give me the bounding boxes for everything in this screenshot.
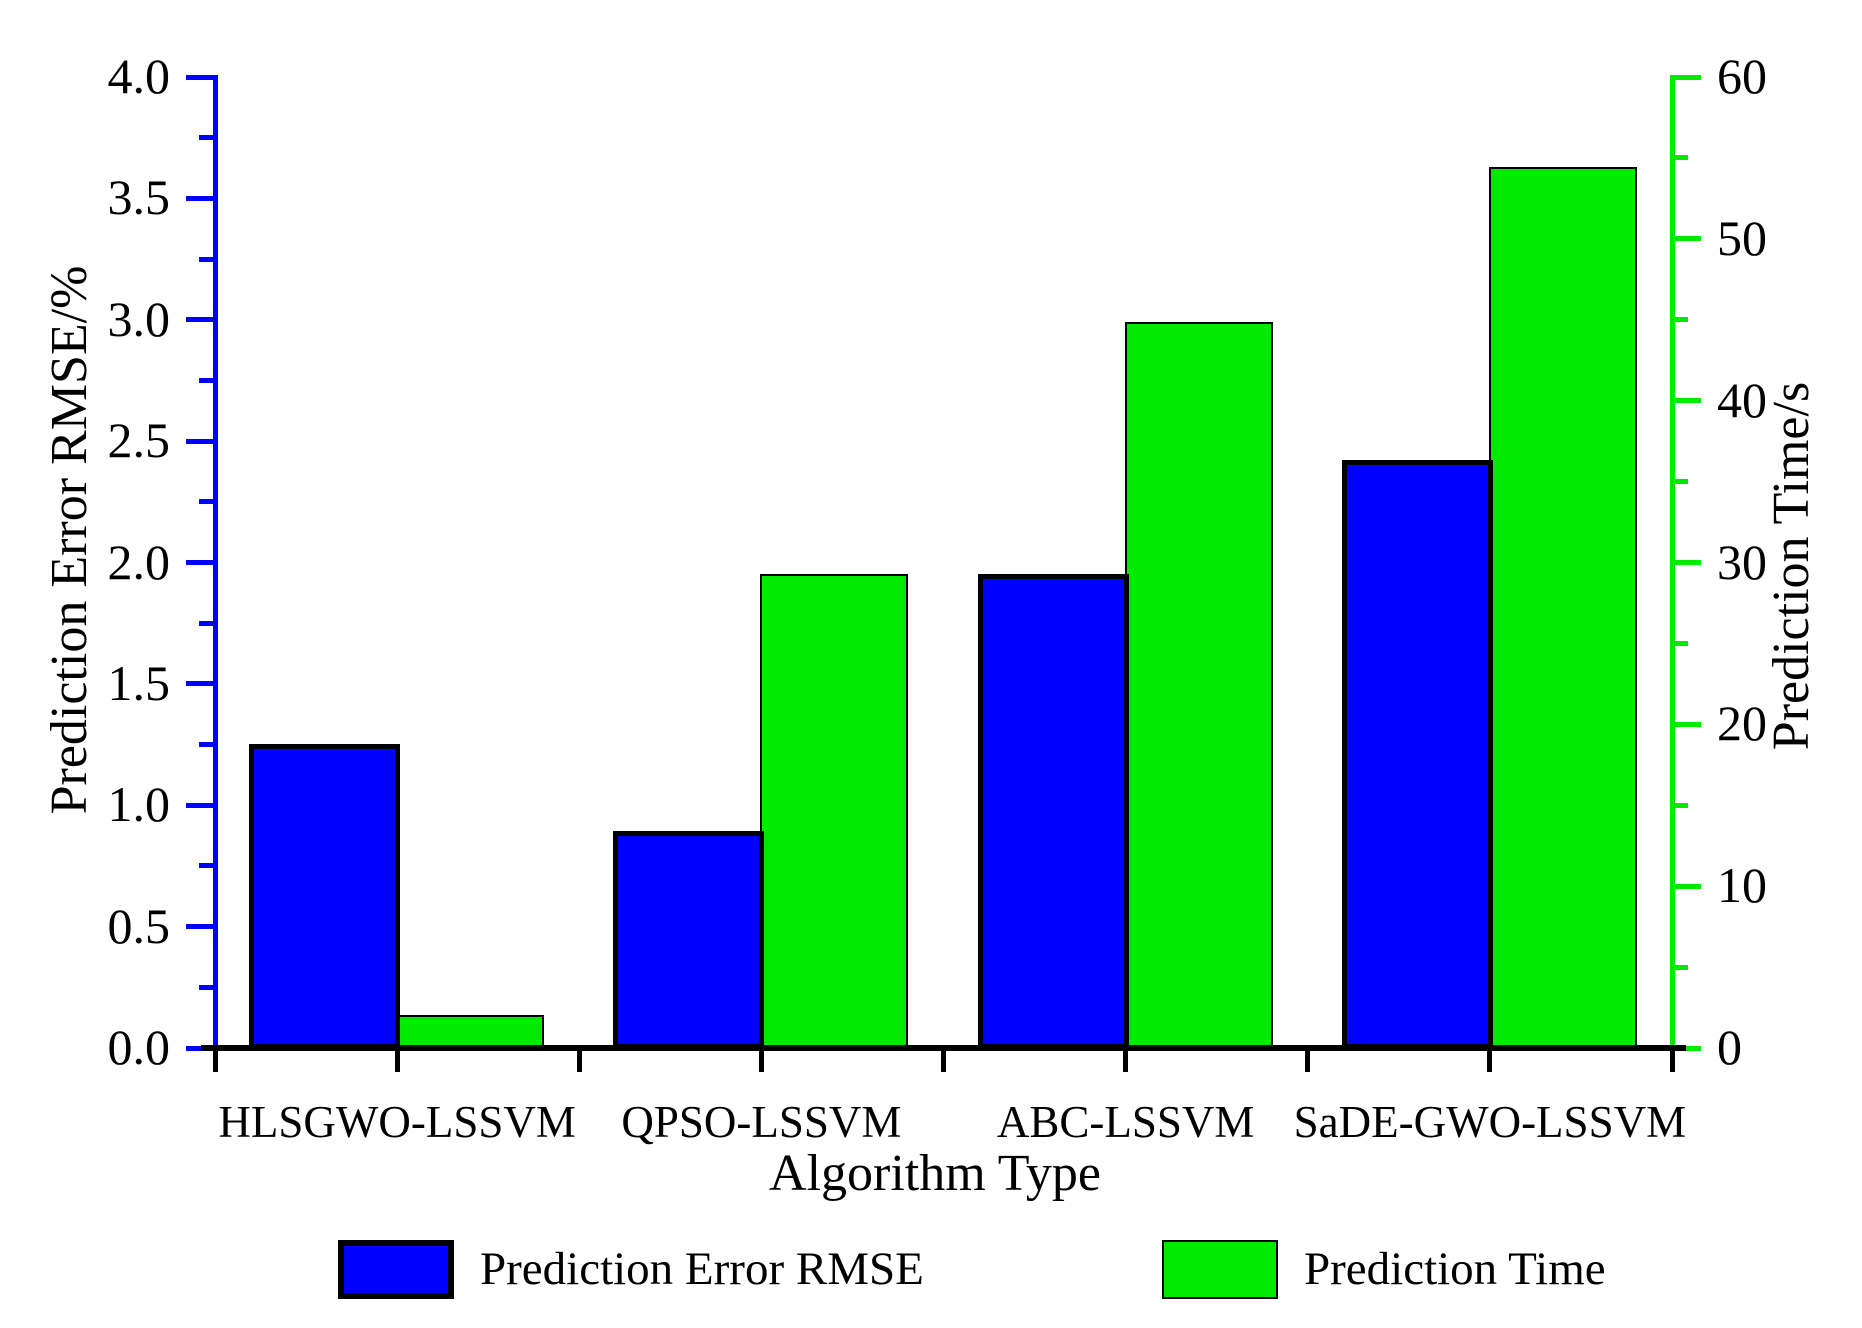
rmse-bar [1341, 459, 1493, 1049]
y-left-minor-tick [199, 135, 213, 141]
y-right-tick-label: 50 [1717, 209, 1767, 266]
legend-label-time: Prediction Time [1304, 1243, 1606, 1295]
y-right-minor-tick [1674, 479, 1688, 485]
y-left-tick-label: 1.0 [107, 776, 171, 833]
y-right-major-tick [1674, 74, 1701, 80]
y-left-major-tick [186, 195, 213, 201]
right-axis-line [1670, 75, 1675, 1050]
y-right-tick-label: 60 [1717, 48, 1767, 104]
y-right-minor-tick [1674, 964, 1688, 970]
x-axis-tick [1487, 1051, 1493, 1072]
y-right-tick-label: 30 [1717, 533, 1767, 590]
y-right-major-tick [1674, 398, 1701, 404]
x-axis-tick [1305, 1051, 1311, 1072]
x-axis-tick [1123, 1051, 1129, 1072]
x-axis-tick [941, 1051, 946, 1072]
x-axis-title: Algorithm Type [769, 1145, 1101, 1202]
time-bar [1124, 321, 1273, 1049]
y-left-tick-label: 2.0 [107, 533, 171, 590]
y-right-minor-tick [1674, 317, 1688, 323]
time-bar [396, 1014, 545, 1049]
y-right-major-tick [1674, 883, 1701, 889]
rmse-bar [249, 743, 401, 1049]
y-left-major-tick [186, 74, 213, 80]
y-left-major-tick [186, 438, 213, 444]
x-tick-label: SaDE-GWO-LSSVM [1293, 1097, 1687, 1147]
y-left-tick-label: 3.0 [107, 290, 171, 347]
bottom-axis-line [201, 1045, 1686, 1051]
y-right-tick-label: 10 [1717, 857, 1767, 914]
legend-item-rmse: Prediction Error RMSE [338, 1240, 924, 1299]
y-left-major-tick [186, 802, 213, 808]
time-bar [760, 574, 909, 1049]
y-left-major-tick [186, 317, 213, 323]
y-left-tick-label: 0.0 [107, 1019, 171, 1075]
time-bar [1488, 166, 1637, 1049]
y-left-tick-label: 4.0 [107, 48, 171, 104]
y-left-minor-tick [199, 984, 213, 990]
y-left-major-tick [186, 560, 213, 565]
y-right-major-tick [1674, 721, 1701, 727]
rmse-bar [977, 574, 1129, 1049]
y-right-major-tick [1674, 560, 1701, 565]
y-right-minor-tick [1674, 640, 1688, 646]
y-left-major-tick [186, 1045, 213, 1051]
rmse-bar [613, 831, 765, 1049]
legend-swatch-time [1162, 1240, 1278, 1299]
y-left-minor-tick [199, 499, 213, 505]
y-left-major-tick [186, 924, 213, 930]
y-left-tick-label: 3.5 [107, 169, 171, 226]
y-left-minor-tick [199, 742, 213, 748]
left-axis-line [213, 75, 218, 1050]
legend-item-time: Prediction Time [1162, 1240, 1606, 1299]
y-left-minor-tick [199, 620, 213, 626]
y-right-minor-tick [1674, 802, 1688, 808]
y-right-tick-label: 40 [1717, 371, 1767, 428]
y-right-major-tick [1674, 1045, 1701, 1051]
y-left-tick-label: 2.5 [107, 412, 171, 469]
y-left-minor-tick [199, 863, 213, 869]
y-right-minor-tick [1674, 155, 1688, 161]
x-tick-label: HLSGWO-LSSVM [218, 1097, 576, 1147]
x-axis-tick [394, 1051, 400, 1072]
legend-swatch-rmse [338, 1240, 454, 1299]
y-left-major-tick [186, 681, 213, 687]
y-left-minor-tick [199, 256, 213, 262]
x-axis-tick [1669, 1051, 1675, 1072]
y-right-major-tick [1674, 236, 1701, 242]
x-axis-tick [758, 1051, 764, 1072]
x-axis-tick [212, 1051, 218, 1072]
y-left-minor-tick [199, 377, 213, 383]
x-axis-tick [576, 1051, 582, 1072]
y-right-tick-label: 0 [1717, 1019, 1742, 1075]
x-tick-label: QPSO-LSSVM [621, 1097, 902, 1147]
y-left-tick-label: 1.5 [107, 654, 171, 711]
y-left-tick-label: 0.5 [107, 897, 171, 954]
x-tick-label: ABC-LSSVM [996, 1097, 1255, 1147]
legend-label-rmse: Prediction Error RMSE [480, 1243, 924, 1295]
y-right-tick-label: 20 [1717, 695, 1767, 752]
